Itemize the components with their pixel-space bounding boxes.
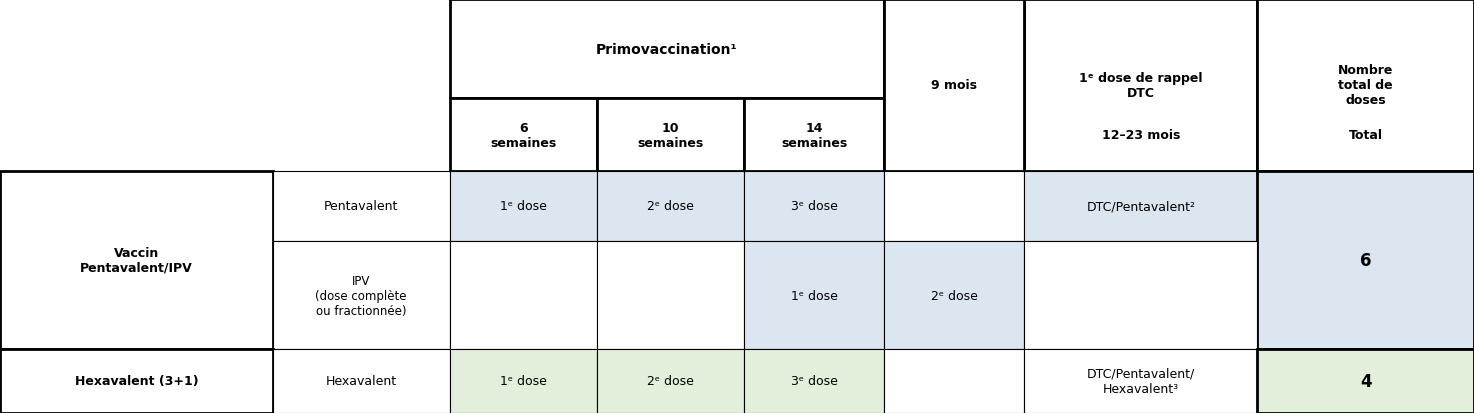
Bar [450,99,597,171]
Bar [1257,171,1474,349]
Text: 1ᵉ dose: 1ᵉ dose [792,289,837,302]
Text: DTC/Pentavalent/
Hexavalent³: DTC/Pentavalent/ Hexavalent³ [1086,367,1195,395]
Text: 9 mois: 9 mois [932,79,977,92]
Text: 3ᵉ dose: 3ᵉ dose [792,200,837,213]
Text: 10
semaines: 10 semaines [638,121,703,149]
Bar [1024,349,1257,413]
Text: Total: Total [1349,129,1383,142]
Bar [1024,242,1257,349]
Text: 1ᵉ dose: 1ᵉ dose [500,375,547,387]
Bar [597,99,744,171]
Text: Nombre
total de
doses: Nombre total de doses [1338,64,1393,107]
Text: 3ᵉ dose: 3ᵉ dose [792,375,837,387]
Bar [1024,0,1257,171]
Bar [597,349,744,413]
Bar [597,242,744,349]
Bar [744,242,884,349]
Bar [1024,171,1257,242]
Bar [1257,349,1474,413]
Bar [0,349,273,413]
Text: Primovaccination¹: Primovaccination¹ [595,43,738,57]
Text: 2ᵉ dose: 2ᵉ dose [647,375,694,387]
Text: 2ᵉ dose: 2ᵉ dose [647,200,694,213]
Text: 6: 6 [1361,251,1371,269]
Bar [0,171,273,349]
Text: Pentavalent: Pentavalent [324,200,398,213]
Text: Vaccin
Pentavalent/IPV: Vaccin Pentavalent/IPV [80,246,193,274]
Text: 12–23 mois: 12–23 mois [1101,129,1181,142]
Bar [744,171,884,242]
Bar [450,242,597,349]
Bar [273,242,450,349]
Bar [273,171,450,242]
Text: 2ᵉ dose: 2ᵉ dose [932,289,977,302]
Bar [273,349,450,413]
Text: IPV
(dose complète
ou fractionnée): IPV (dose complète ou fractionnée) [315,274,407,317]
Text: Hexavalent: Hexavalent [326,375,397,387]
Text: 4: 4 [1361,372,1371,390]
Text: 1ᵉ dose de rappel
DTC: 1ᵉ dose de rappel DTC [1079,72,1203,100]
Bar [884,0,1024,171]
Text: DTC/Pentavalent²: DTC/Pentavalent² [1086,200,1195,213]
Bar [744,349,884,413]
Text: 14
semaines: 14 semaines [781,121,848,149]
Bar [744,99,884,171]
Text: 6
semaines: 6 semaines [491,121,556,149]
Bar [450,349,597,413]
Bar [450,171,597,242]
Bar [1257,0,1474,171]
Bar [884,171,1024,242]
Bar [884,349,1024,413]
Text: Hexavalent (3+1): Hexavalent (3+1) [75,375,198,387]
Bar [884,242,1024,349]
Bar [597,171,744,242]
Bar [450,0,884,99]
Text: 1ᵉ dose: 1ᵉ dose [500,200,547,213]
